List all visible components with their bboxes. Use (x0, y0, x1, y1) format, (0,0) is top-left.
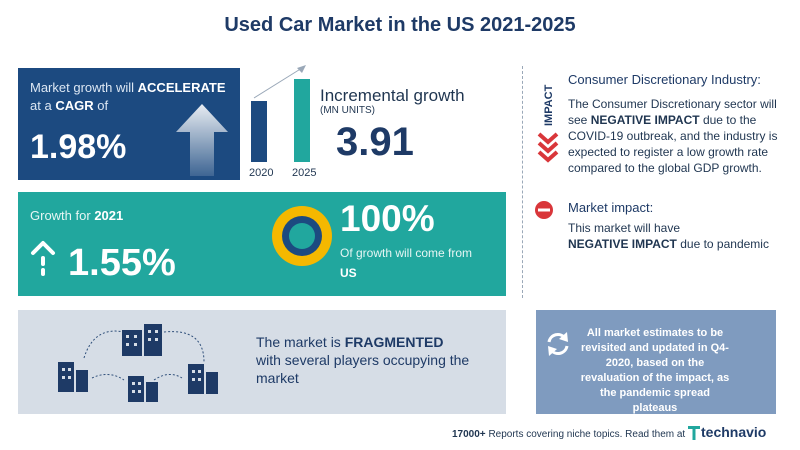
market-impact-rest: due to pandemic (680, 237, 769, 251)
up-arrow-icon (176, 104, 228, 176)
growth-share-text: Of growth will come from (340, 246, 473, 260)
industry-text-after: due to the COVID-19 outbreak, and the in… (568, 113, 778, 175)
incremental-value: 3.91 (336, 120, 414, 164)
market-impact-keyword: NEGATIVE IMPACT (568, 237, 677, 251)
cagr-prefix: Market growth will (30, 80, 135, 95)
cagr-caption: Market growth will ACCELERATE (30, 80, 226, 95)
growth-caption: Growth for 2021 (30, 208, 123, 223)
cagr-at-a: at a (30, 98, 52, 113)
chevron-down-icon (537, 132, 559, 163)
fragmented-panel: The market is FRAGMENTED with several pl… (18, 310, 506, 414)
fragmented-line-2: with several players occupying the (256, 352, 470, 368)
buildings-network-icon (58, 324, 218, 402)
bar-label-2025: 2025 (292, 167, 317, 179)
growth-value: 1.55% (68, 242, 176, 284)
incremental-title: Incremental growth (320, 86, 465, 105)
bar-2025 (294, 79, 310, 162)
growth-region: US (340, 266, 357, 280)
impact-vertical-label: IMPACT (543, 84, 555, 126)
growth-year: 2021 (94, 208, 124, 223)
cagr-keyword: ACCELERATE (137, 80, 226, 95)
growth-panel: Growth for 2021 1.55% 100% Of growth wil… (18, 192, 506, 296)
cagr-of: of (97, 98, 109, 113)
cagr-caption-2: at a CAGR of (30, 98, 108, 113)
market-impact-title: Market impact: (568, 200, 654, 215)
estimates-text: All market estimates to be revisited and… (580, 327, 730, 414)
incremental-unit: (MN UNITS) (320, 105, 375, 116)
footer-caption: Reports covering niche topics. Read them… (488, 429, 686, 440)
growth-share-value: 100% (340, 198, 435, 239)
fragmented-prefix: The market is (256, 334, 341, 350)
donut-icon (272, 206, 332, 266)
industry-text: The Consumer Discretionary sector will s… (568, 96, 796, 176)
impact-label-text: IMPACT (543, 84, 555, 126)
industry-keyword: NEGATIVE IMPACT (590, 113, 700, 127)
cagr-word: CAGR (55, 98, 94, 113)
bar-2020 (251, 101, 267, 162)
fragmented-line-1: The market is FRAGMENTED (256, 334, 443, 350)
up-arrow-dashed-icon (31, 241, 55, 276)
page-title: Used Car Market in the US 2021-2025 (224, 14, 576, 36)
industry-text-before: The Consumer Discretionary sector will s… (568, 97, 777, 127)
growth-label: Growth for (30, 208, 91, 223)
cagr-panel: Market growth will ACCELERATE at a CAGR … (18, 68, 240, 180)
fragmented-line-3: market (256, 370, 299, 386)
market-impact-line-2: NEGATIVE IMPACT due to pandemic (568, 237, 769, 251)
estimates-panel: All market estimates to be revisited and… (536, 310, 776, 414)
column-divider (522, 66, 523, 298)
industry-title: Consumer Discretionary Industry: (568, 72, 761, 87)
bar-label-2020: 2020 (249, 167, 274, 179)
market-impact-line-1: This market will have (568, 221, 681, 235)
fragmented-keyword: FRAGMENTED (344, 334, 444, 350)
trend-arrow-icon (253, 65, 306, 99)
footer-text: 17000+ Reports covering niche topics. Re… (452, 429, 685, 440)
footer-count: 17000+ (452, 429, 486, 440)
cagr-value: 1.98% (30, 128, 127, 166)
refresh-icon (547, 332, 569, 356)
technavio-logo-icon (688, 426, 700, 440)
technavio-logo[interactable]: technavio (701, 424, 767, 440)
minus-circle-icon (535, 201, 553, 219)
